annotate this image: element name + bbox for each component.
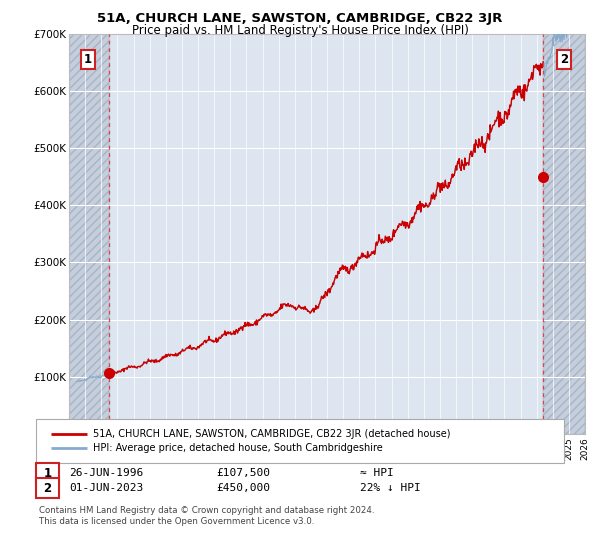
Text: 2: 2 xyxy=(560,53,568,66)
Text: Price paid vs. HM Land Registry's House Price Index (HPI): Price paid vs. HM Land Registry's House … xyxy=(131,24,469,37)
Text: 2: 2 xyxy=(43,482,52,495)
Text: 1: 1 xyxy=(43,466,52,480)
Text: 51A, CHURCH LANE, SAWSTON, CAMBRIDGE, CB22 3JR (detached house): 51A, CHURCH LANE, SAWSTON, CAMBRIDGE, CB… xyxy=(93,429,451,439)
Text: 01-JUN-2023: 01-JUN-2023 xyxy=(69,483,143,493)
Text: £107,500: £107,500 xyxy=(216,468,270,478)
Text: Contains HM Land Registry data © Crown copyright and database right 2024.
This d: Contains HM Land Registry data © Crown c… xyxy=(39,506,374,526)
Text: ≈ HPI: ≈ HPI xyxy=(360,468,394,478)
Text: 22% ↓ HPI: 22% ↓ HPI xyxy=(360,483,421,493)
Text: 26-JUN-1996: 26-JUN-1996 xyxy=(69,468,143,478)
Text: HPI: Average price, detached house, South Cambridgeshire: HPI: Average price, detached house, Sout… xyxy=(93,443,383,453)
Text: £450,000: £450,000 xyxy=(216,483,270,493)
Text: 51A, CHURCH LANE, SAWSTON, CAMBRIDGE, CB22 3JR: 51A, CHURCH LANE, SAWSTON, CAMBRIDGE, CB… xyxy=(97,12,503,25)
Text: 1: 1 xyxy=(84,53,92,66)
